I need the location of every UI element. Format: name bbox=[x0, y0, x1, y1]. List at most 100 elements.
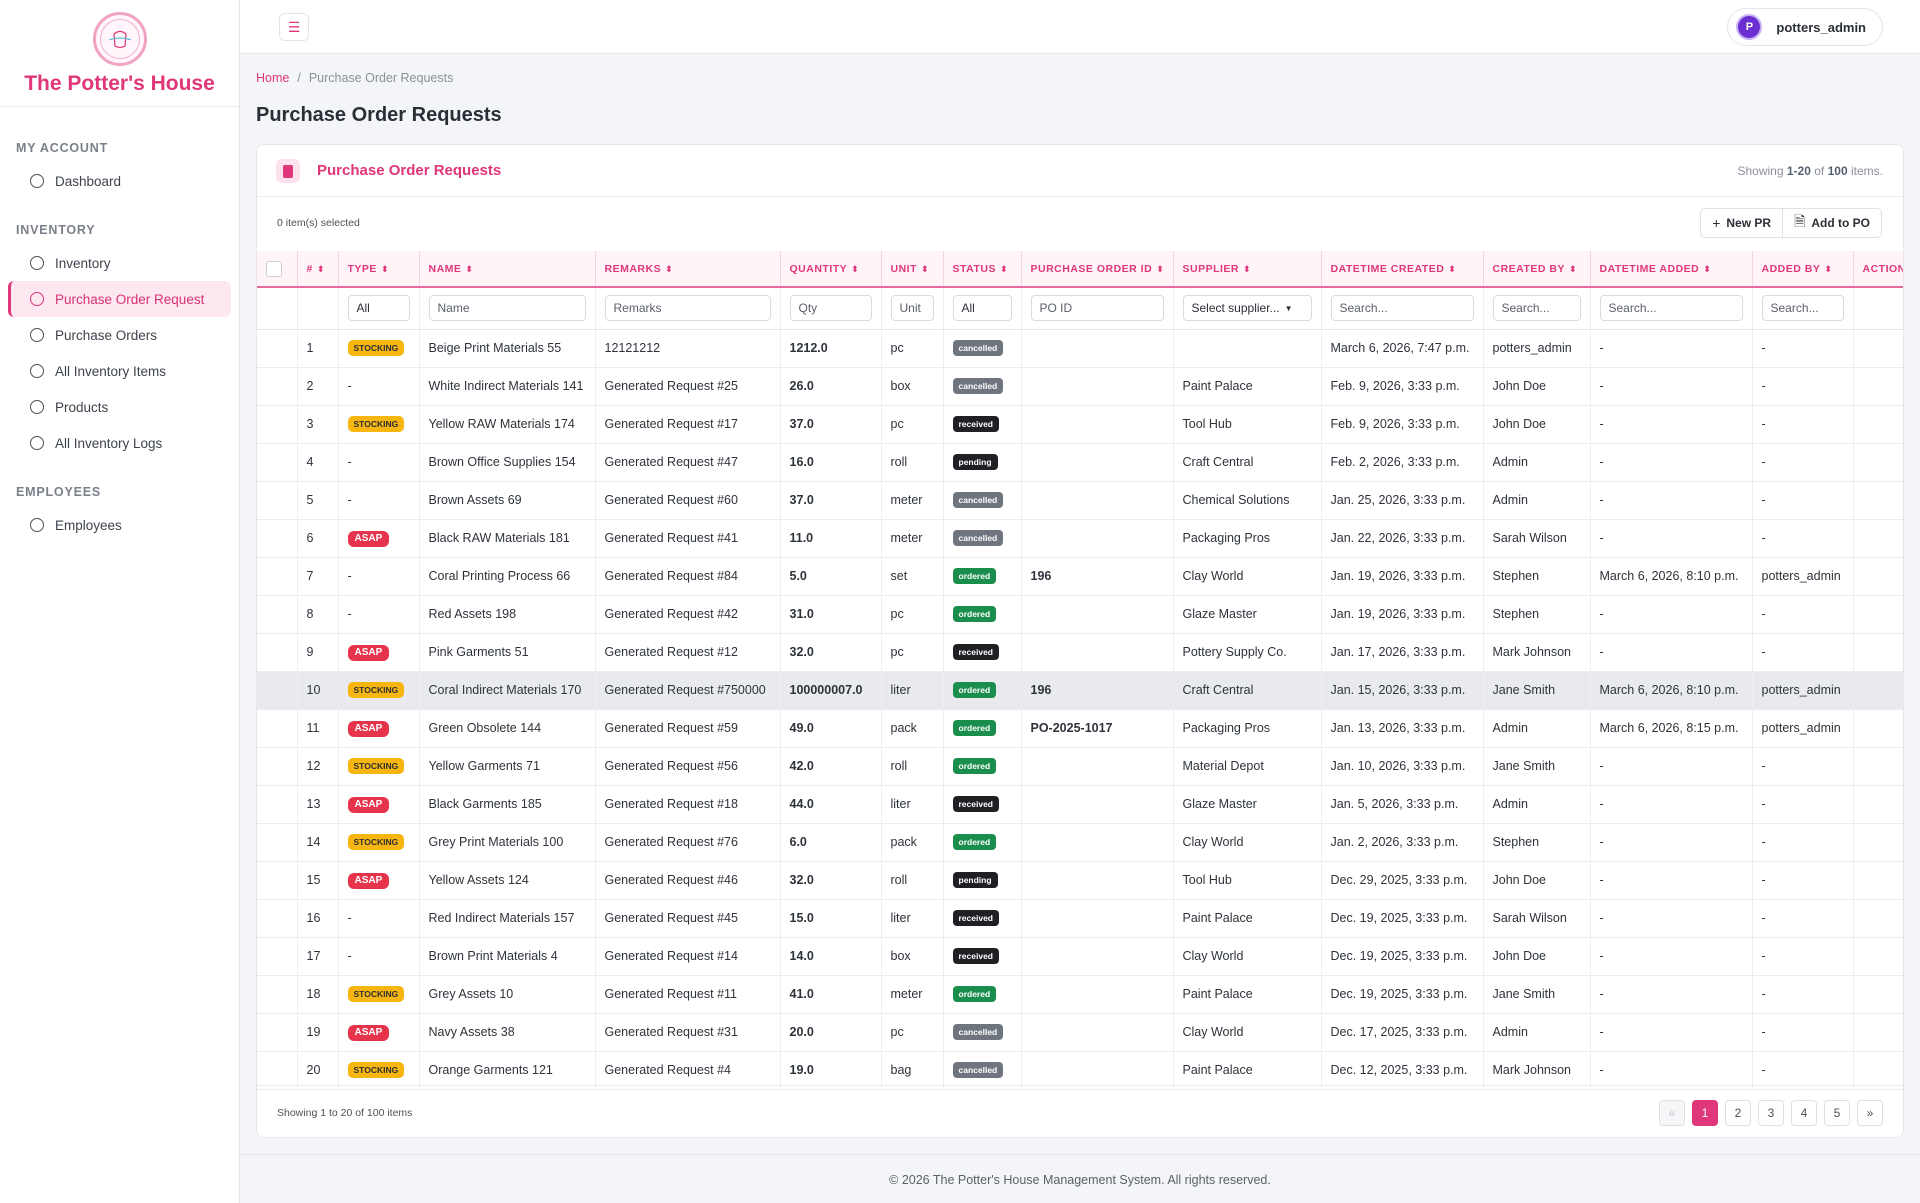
row-number: 1 bbox=[297, 329, 339, 368]
added-by-cell: - bbox=[1752, 823, 1854, 862]
table-row[interactable]: 9 ASAP Pink Garments 51 Generated Request #… bbox=[257, 633, 1903, 672]
pagination-page-4[interactable]: 4 bbox=[1791, 1100, 1817, 1126]
sidebar-item-dashboard[interactable]: Dashboard bbox=[8, 163, 231, 199]
qty-filter-input[interactable]: Qty bbox=[789, 295, 872, 322]
row-number: 6 bbox=[297, 519, 339, 558]
table-row[interactable]: 5- Brown Assets 69 Generated Request #60 37… bbox=[257, 481, 1903, 520]
type-badge: ASAP bbox=[347, 796, 390, 813]
type-cell: STOCKING bbox=[338, 1051, 420, 1090]
table-row[interactable]: 18 STOCKING Grey Assets 10 Generated Reques… bbox=[257, 975, 1903, 1014]
breadcrumb-home-link[interactable]: Home bbox=[256, 71, 290, 85]
table-row[interactable]: 6 ASAP Black RAW Materials 181 Generated Re… bbox=[257, 519, 1903, 558]
column-header-added-by[interactable]: ADDED BY ⬍ bbox=[1752, 251, 1854, 288]
brand-logo[interactable] bbox=[92, 12, 147, 66]
sidebar-item-purchase-order-request[interactable]: Purchase Order Request bbox=[8, 281, 231, 317]
row-number: 14 bbox=[297, 823, 339, 862]
datetime-created-cell: Jan. 19, 2026, 3:33 p.m. bbox=[1321, 557, 1484, 596]
name-cell: Coral Indirect Materials 170 bbox=[419, 671, 596, 710]
name-filter-input[interactable]: Name bbox=[428, 295, 586, 322]
column-header-datetime-created[interactable]: DATETIME CREATED ⬍ bbox=[1321, 251, 1484, 288]
table-row[interactable]: 17- Brown Print Materials 4 Generated Requ… bbox=[257, 937, 1903, 976]
status-cell: pending bbox=[943, 443, 1022, 482]
pagination-prev-button[interactable]: « bbox=[1659, 1100, 1685, 1126]
type-cell: STOCKING bbox=[338, 329, 420, 368]
pagination-page-5[interactable]: 5 bbox=[1824, 1100, 1850, 1126]
column-header-remarks[interactable]: REMARKS ⬍ bbox=[595, 251, 781, 288]
column-header-type[interactable]: TYPE ⬍ bbox=[338, 251, 420, 288]
table-row[interactable]: 4- Brown Office Supplies 154 Generated Req… bbox=[257, 443, 1903, 482]
status-badge: received bbox=[952, 948, 999, 964]
menu-toggle-button[interactable]: ☰ bbox=[279, 13, 309, 41]
created-by-cell: John Doe bbox=[1483, 405, 1591, 444]
sidebar-item-employees[interactable]: Employees bbox=[8, 507, 231, 543]
table-row[interactable]: 19 ASAP Navy Assets 38 Generated Request #3… bbox=[257, 1013, 1903, 1052]
sidebar-item-products[interactable]: Products bbox=[8, 389, 231, 425]
datetime-added-filter-input[interactable]: Search... bbox=[1599, 295, 1743, 322]
sidebar-item-all-inventory-items[interactable]: All Inventory Items bbox=[8, 353, 231, 389]
created-by-cell: Admin bbox=[1483, 481, 1591, 520]
created-by-cell: Jane Smith bbox=[1483, 671, 1591, 710]
table-row[interactable]: 1 STOCKING Beige Print Materials 55 1212121… bbox=[257, 329, 1903, 368]
datetime-created-filter-input[interactable]: Search... bbox=[1330, 295, 1474, 322]
table-row[interactable]: 10 STOCKING Coral Indirect Materials 170 Ge… bbox=[257, 671, 1903, 710]
column-header-label: TYPE bbox=[347, 262, 377, 275]
column-header-label: # bbox=[306, 262, 313, 275]
pagination-page-3[interactable]: 3 bbox=[1758, 1100, 1784, 1126]
pagination-next-button[interactable]: » bbox=[1857, 1100, 1883, 1126]
pagination-page-2[interactable]: 2 bbox=[1725, 1100, 1751, 1126]
sidebar-item-purchase-orders[interactable]: Purchase Orders bbox=[8, 317, 231, 353]
table-row[interactable]: 20 STOCKING Orange Garments 121 Generated R… bbox=[257, 1051, 1903, 1090]
select-all-checkbox[interactable] bbox=[266, 260, 282, 277]
column-header-status[interactable]: STATUS ⬍ bbox=[943, 251, 1022, 288]
unit-cell: box bbox=[881, 937, 944, 976]
type-filter-select[interactable]: All bbox=[347, 295, 410, 322]
new-pr-button[interactable]: + New PR bbox=[1700, 208, 1784, 238]
purchase-order-id-link[interactable]: PO-2025-1017 bbox=[1021, 709, 1174, 748]
column-header-quantity[interactable]: QUANTITY ⬍ bbox=[780, 251, 882, 288]
status-filter-select[interactable]: All bbox=[952, 295, 1012, 322]
type-text: - bbox=[347, 911, 352, 925]
column-header-unit[interactable]: UNIT ⬍ bbox=[881, 251, 944, 288]
column-header-purchase-order-id[interactable]: PURCHASE ORDER ID ⬍ bbox=[1021, 251, 1174, 288]
sidebar-item-all-inventory-logs[interactable]: All Inventory Logs bbox=[8, 425, 231, 461]
remarks-cell: Generated Request #17 bbox=[595, 405, 781, 444]
table-row[interactable]: 7- Coral Printing Process 66 Generated Req… bbox=[257, 557, 1903, 596]
status-badge: received bbox=[952, 910, 999, 926]
supplier-filter-select[interactable]: Select supplier... ▼ bbox=[1182, 295, 1312, 322]
table-row[interactable]: 12 STOCKING Yellow Garments 71 Generated Re… bbox=[257, 747, 1903, 786]
table-row[interactable]: 16- Red Indirect Materials 157 Generated R… bbox=[257, 899, 1903, 938]
column-header-created-by[interactable]: CREATED BY ⬍ bbox=[1483, 251, 1591, 288]
table-row[interactable]: 11 ASAP Green Obsolete 144 Generated Reques… bbox=[257, 709, 1903, 748]
remarks-filter-input[interactable]: Remarks bbox=[604, 295, 771, 322]
created-by-cell: Jane Smith bbox=[1483, 747, 1591, 786]
po-id-filter-input[interactable]: PO ID bbox=[1030, 295, 1164, 322]
added-by-filter-input[interactable]: Search... bbox=[1761, 295, 1844, 322]
created-by-filter-input[interactable]: Search... bbox=[1492, 295, 1581, 322]
table-row[interactable]: 14 STOCKING Grey Print Materials 100 Genera… bbox=[257, 823, 1903, 862]
sidebar: The Potter's House MY ACCOUNT Dashboard IN… bbox=[0, 0, 240, 1203]
unit-filter-input[interactable]: Unit bbox=[890, 295, 934, 322]
column-header-name[interactable]: NAME ⬍ bbox=[419, 251, 596, 288]
column-header-datetime-added[interactable]: DATETIME ADDED ⬍ bbox=[1590, 251, 1753, 288]
unit-cell: box bbox=[881, 367, 944, 406]
datetime-created-cell: Jan. 5, 2026, 3:33 p.m. bbox=[1321, 785, 1484, 824]
datetime-created-cell: March 6, 2026, 7:47 p.m. bbox=[1321, 329, 1484, 368]
document-icon: 🗎 bbox=[1794, 213, 1806, 229]
table-row[interactable]: 8- Red Assets 198 Generated Request #42 31.… bbox=[257, 595, 1903, 634]
user-menu[interactable]: P potters_admin bbox=[1727, 8, 1883, 46]
quantity-cell: 16.0 bbox=[780, 443, 882, 482]
add-to-po-button[interactable]: 🗎 Add to PO bbox=[1783, 208, 1882, 238]
column-header-number[interactable]: # ⬍ bbox=[297, 251, 339, 288]
purchase-order-id-link[interactable]: 196 bbox=[1021, 557, 1174, 596]
column-header-supplier[interactable]: SUPPLIER ⬍ bbox=[1173, 251, 1322, 288]
table-row[interactable]: 13 ASAP Black Garments 185 Generated Reques… bbox=[257, 785, 1903, 824]
status-badge: pending bbox=[952, 454, 998, 470]
pagination-page-1[interactable]: 1 bbox=[1692, 1100, 1718, 1126]
table-row[interactable]: 2- White Indirect Materials 141 Generated … bbox=[257, 367, 1903, 406]
table-row[interactable]: 15 ASAP Yellow Assets 124 Generated Request… bbox=[257, 861, 1903, 900]
table-row[interactable]: 3 STOCKING Yellow RAW Materials 174 Generat… bbox=[257, 405, 1903, 444]
purchase-order-id-link[interactable]: 196 bbox=[1021, 671, 1174, 710]
sort-icon: ⬍ bbox=[1824, 263, 1833, 274]
sidebar-item-inventory[interactable]: Inventory bbox=[8, 245, 231, 281]
purchase-requests-table: # ⬍ TYPE ⬍ NAME ⬍ REMARKS ⬍ QUANTITY ⬍ UNIT ⬍ STATUS… bbox=[257, 251, 1903, 1090]
